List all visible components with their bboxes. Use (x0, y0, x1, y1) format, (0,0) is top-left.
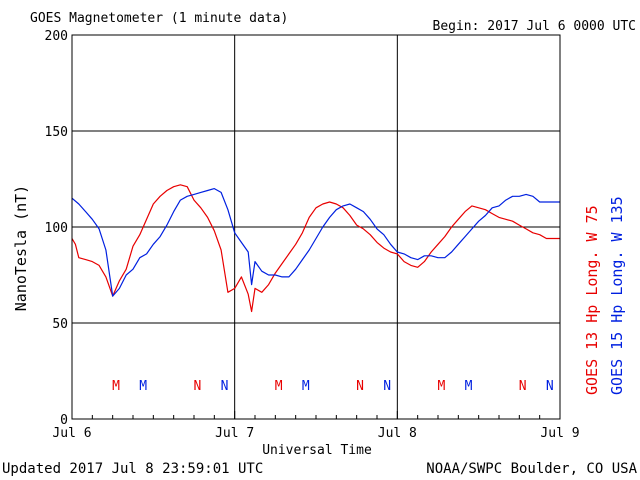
x-axis-label: Universal Time (262, 443, 372, 458)
legend-goes13: GOES 13 Hp Long. W 75 (583, 205, 601, 395)
chart-title: GOES Magnetometer (1 minute data) (30, 11, 288, 26)
credit-text: NOAA/SWPC Boulder, CO USA (426, 461, 637, 477)
x-tick-label: Jul 8 (378, 426, 417, 441)
marker-n: N (383, 379, 391, 394)
tick-layer: 0 50 100 150 200 Jul 6 Jul 7 Jul 8 Jul 9 (45, 29, 580, 441)
y-axis-label: NanoTesla (nT) (12, 185, 30, 311)
marker-n: N (519, 379, 527, 394)
legend-goes15: GOES 15 Hp Long. W 135 (608, 196, 626, 395)
marker-m: M (139, 379, 147, 394)
y-tick-label: 200 (45, 29, 68, 44)
grid (72, 35, 560, 419)
series-line-goes15 (71, 188, 560, 297)
updated-timestamp: Updated 2017 Jul 8 23:59:01 UTC (2, 461, 263, 477)
marker-m: M (302, 379, 310, 394)
marker-n: N (546, 379, 554, 394)
marker-n: N (193, 379, 201, 394)
marker-m: M (112, 379, 120, 394)
y-tick-label: 150 (45, 125, 68, 140)
x-tick-label: Jul 6 (52, 426, 91, 441)
y-tick-label: 100 (45, 221, 68, 236)
marker-m: M (437, 379, 445, 394)
y-tick-label: 0 (60, 413, 68, 428)
series-layer (71, 184, 560, 313)
x-tick-label: Jul 9 (540, 426, 579, 441)
y-tick-label: 50 (52, 317, 68, 332)
marker-n: N (356, 379, 364, 394)
x-tick-label: Jul 7 (215, 426, 254, 441)
marker-m: M (275, 379, 283, 394)
series-line-goes13 (71, 184, 560, 313)
marker-m: M (465, 379, 473, 394)
marker-n: N (221, 379, 229, 394)
begin-label: Begin: 2017 Jul 6 0000 UTC (433, 19, 637, 34)
